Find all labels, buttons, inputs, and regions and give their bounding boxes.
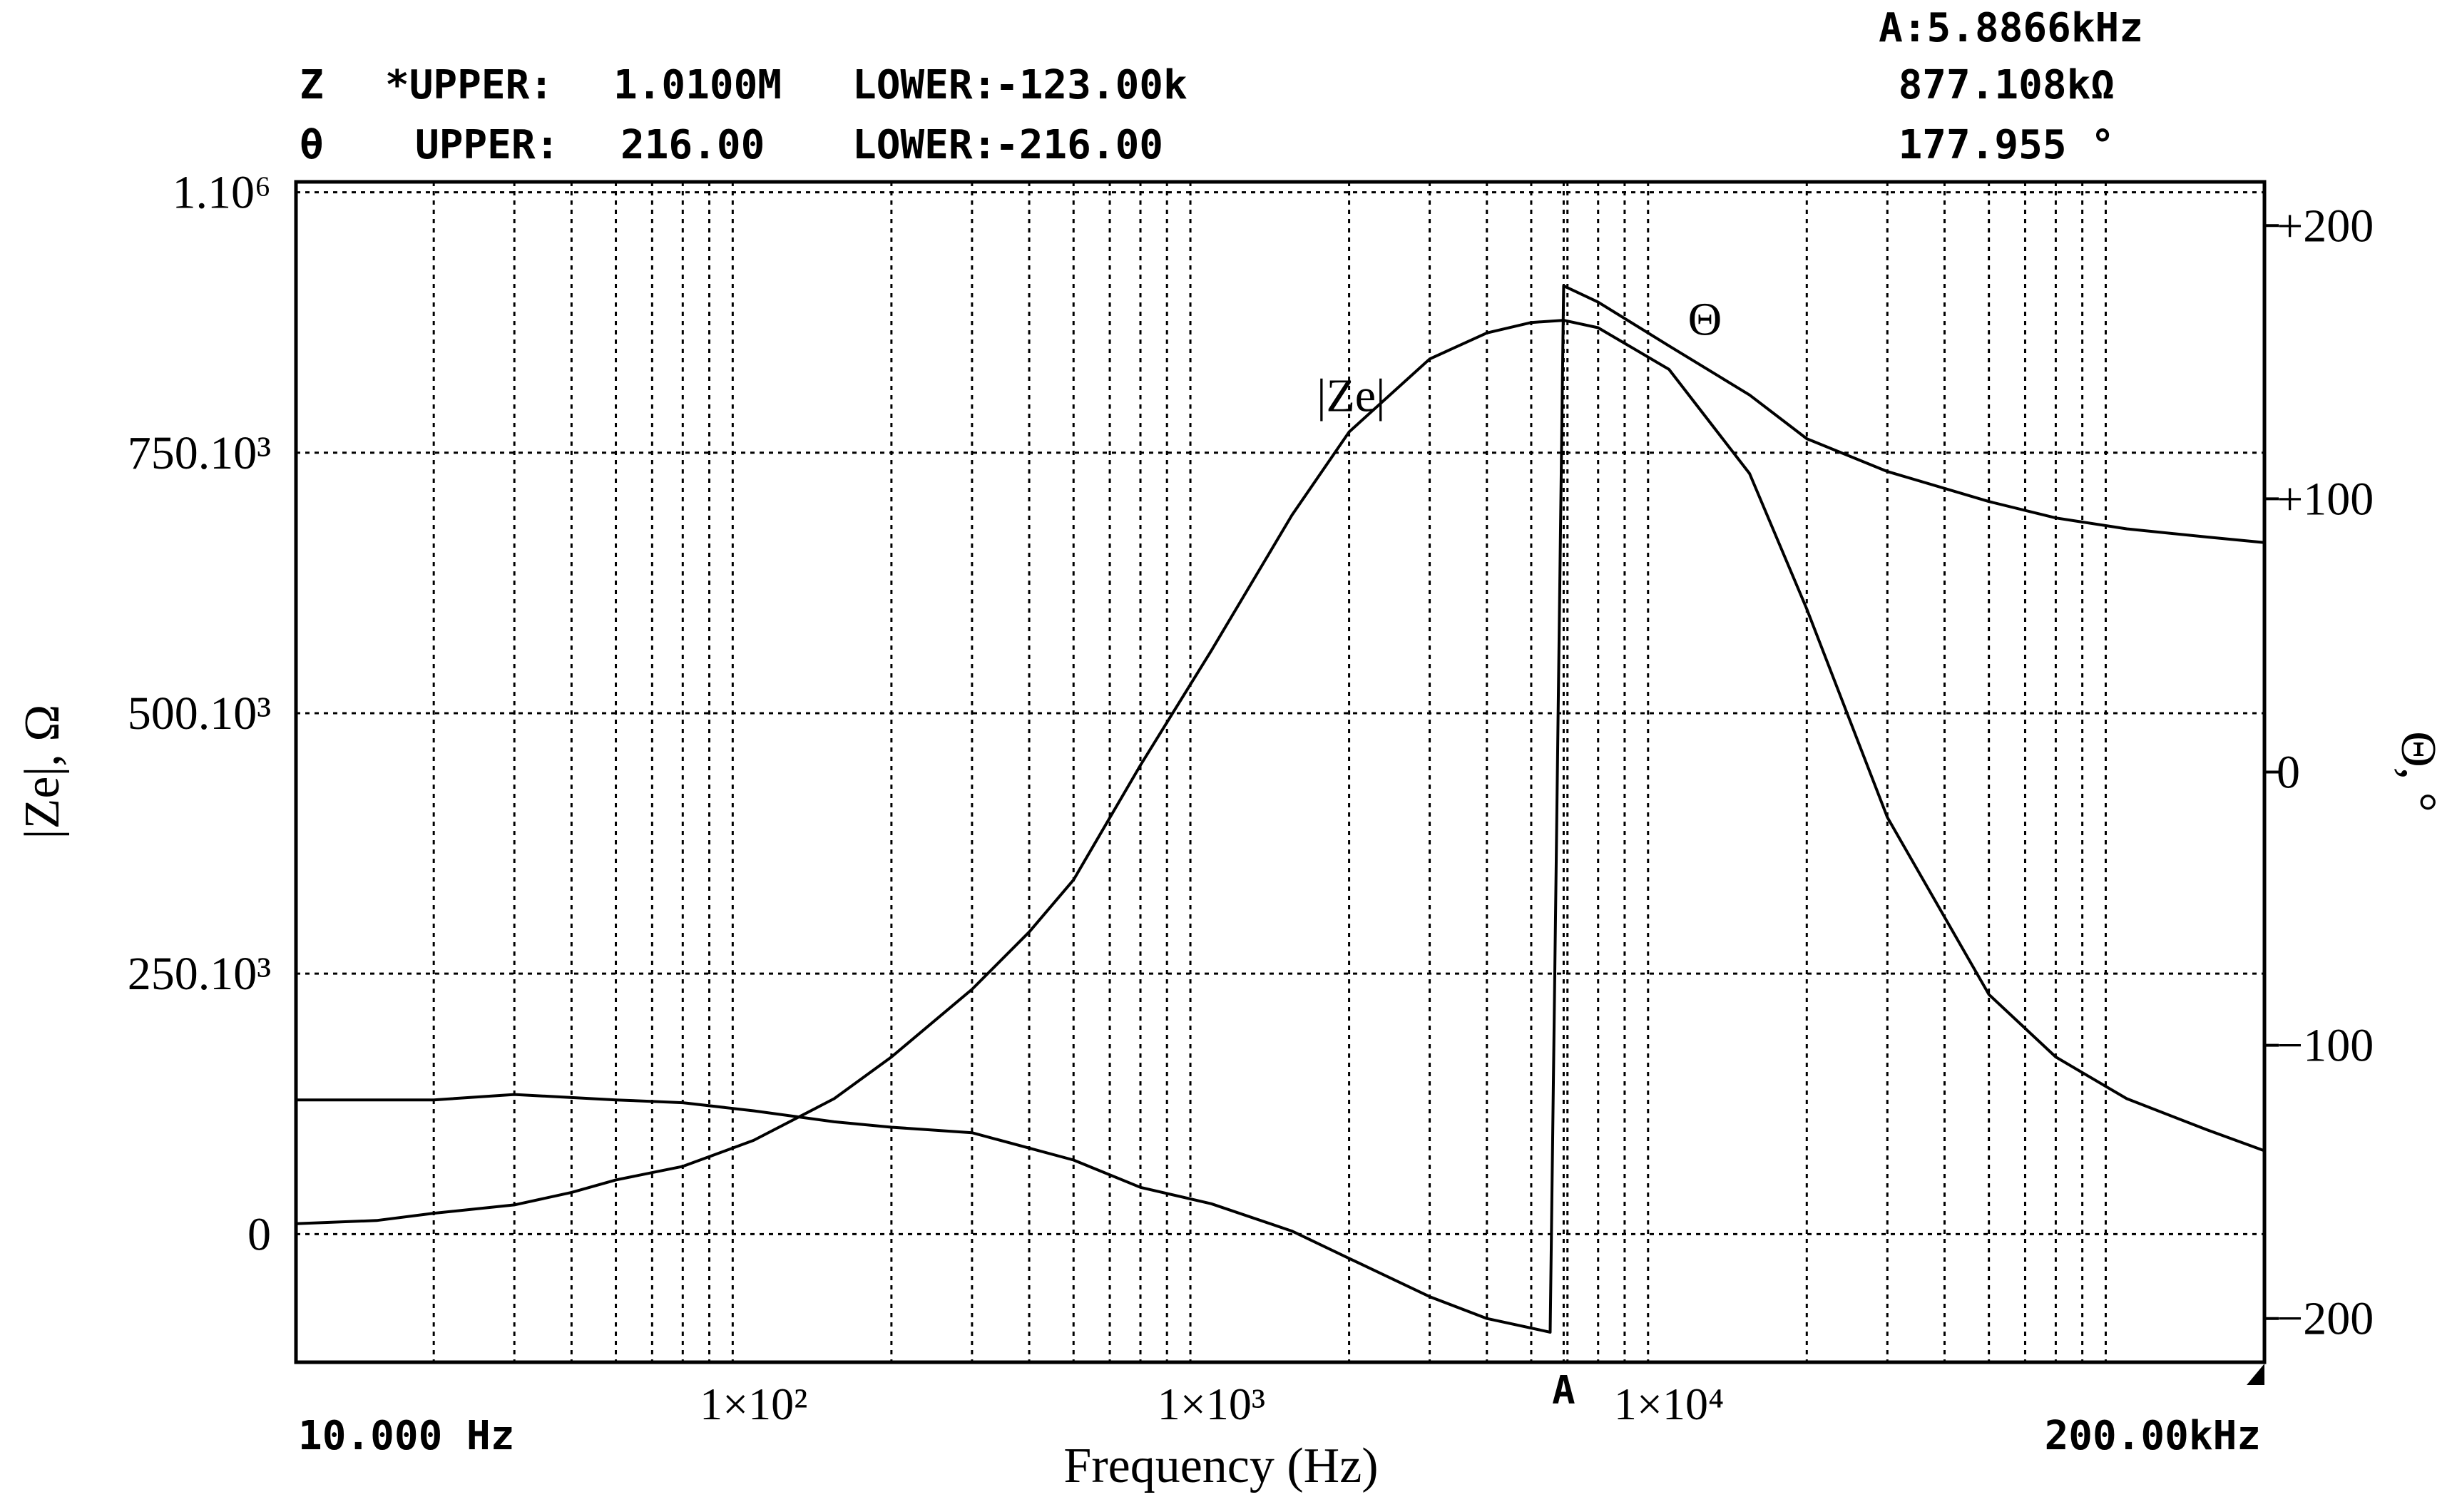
theta-curve-annotation: Θ: [1688, 294, 1722, 346]
theta-upper-value: 216.00: [620, 122, 765, 168]
theta-upper-label: UPPER:: [415, 122, 559, 168]
ze-curve-annotation: |Ze|: [1317, 369, 1385, 422]
y-tick-label: 250.10³: [128, 948, 271, 1000]
x-axis-title: Frequency (Hz): [1063, 1439, 1378, 1493]
y2-tick-label: −100: [2277, 1020, 2374, 1072]
y-tick-label: 750.10³: [128, 427, 271, 479]
plot-frame: [294, 180, 2267, 1364]
z-upper-value: 1.0100M: [613, 62, 782, 108]
y-axis-title: |Ze|, Ω: [15, 705, 70, 839]
z-lower-value: -123.00k: [995, 62, 1187, 108]
y2-axis-title: Θ, °: [2391, 731, 2446, 812]
theta-param-label: θ: [300, 122, 324, 168]
y2-tick-label: −200: [2277, 1293, 2374, 1345]
theta-lower-value: -216.00: [995, 122, 1163, 168]
x-end-label: 200.00kHz: [2045, 1413, 2261, 1459]
theta-lower-label: LOWER:: [852, 122, 996, 168]
x-start-label: 10.000 Hz: [298, 1413, 514, 1459]
header-readouts: Z *UPPER: 1.0100M LOWER: -123.00k θ UPPE…: [300, 5, 2143, 168]
z-param-label: Z: [300, 62, 324, 108]
y2-tick-label: 0: [2277, 747, 2300, 799]
grid: [296, 182, 2264, 1362]
traces: [295, 284, 2265, 1334]
x-tick-label: 1×10⁴: [1614, 1379, 1724, 1429]
theta-series-line: [296, 284, 2265, 1334]
y-tick-label: 1.10⁶: [172, 167, 271, 219]
marker-a-label: A: [1552, 1368, 1575, 1413]
y-tick-label: 0: [247, 1208, 271, 1260]
axis-ticks: 1×10² 1×10³ 1×10⁴ 1.10⁶ 750.10³ 500.10³ 250.10…: [128, 167, 2374, 1429]
y-tick-label: 500.10³: [128, 688, 271, 740]
marker-impedance-readout: 877.108kΩ: [1899, 62, 2115, 108]
marker-phase-readout: 177.955 °: [1899, 122, 2115, 168]
sweep-end-marker-icon: [2247, 1364, 2264, 1385]
y2-tick-label: +200: [2277, 200, 2374, 252]
x-tick-label: 1×10²: [700, 1379, 807, 1429]
marker-frequency-readout: A:5.8866kHz: [1879, 5, 2143, 51]
z-upper-label: *UPPER:: [385, 62, 553, 108]
ze-series-line: [295, 319, 2265, 1225]
y2-tick-label: +100: [2277, 473, 2374, 525]
z-lower-label: LOWER:: [852, 62, 996, 108]
x-tick-label: 1×10³: [1158, 1379, 1265, 1429]
